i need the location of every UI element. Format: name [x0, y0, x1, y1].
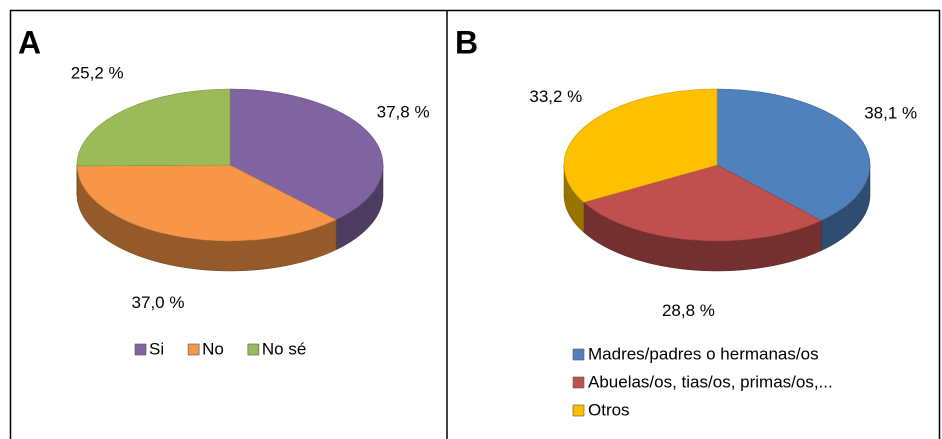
frame — [9, 9, 941, 439]
slice — [76, 88, 231, 167]
legend-swatch — [572, 348, 585, 361]
legend-label: Si — [149, 339, 164, 358]
panel-label: B — [455, 24, 478, 60]
legend-swatch — [247, 343, 260, 356]
data-label: 37,8 % — [377, 102, 430, 121]
legend-swatch — [572, 376, 585, 389]
slice — [229, 88, 384, 221]
data-label: 38,1 % — [864, 103, 917, 122]
legend-label: Madres/padres o hermanas/os — [588, 344, 819, 363]
slice — [563, 88, 718, 203]
legend-label: Abuelas/os, tias/os, primas/os,... — [588, 372, 833, 391]
slice — [583, 164, 822, 242]
legend-label: No sé — [262, 339, 306, 358]
slice — [716, 88, 871, 221]
data-label: 28,8 % — [662, 301, 715, 320]
data-label: 25,2 % — [71, 64, 124, 83]
legend-swatch — [572, 404, 585, 417]
slice — [76, 164, 337, 242]
legend-label: No — [202, 339, 224, 358]
legend-swatch — [187, 343, 200, 356]
legend-swatch — [134, 343, 147, 356]
data-label: 33,2 % — [529, 87, 582, 106]
data-label: 37,0 % — [132, 293, 185, 312]
legend-label: Otros — [588, 400, 630, 419]
panel-label: A — [18, 24, 41, 60]
